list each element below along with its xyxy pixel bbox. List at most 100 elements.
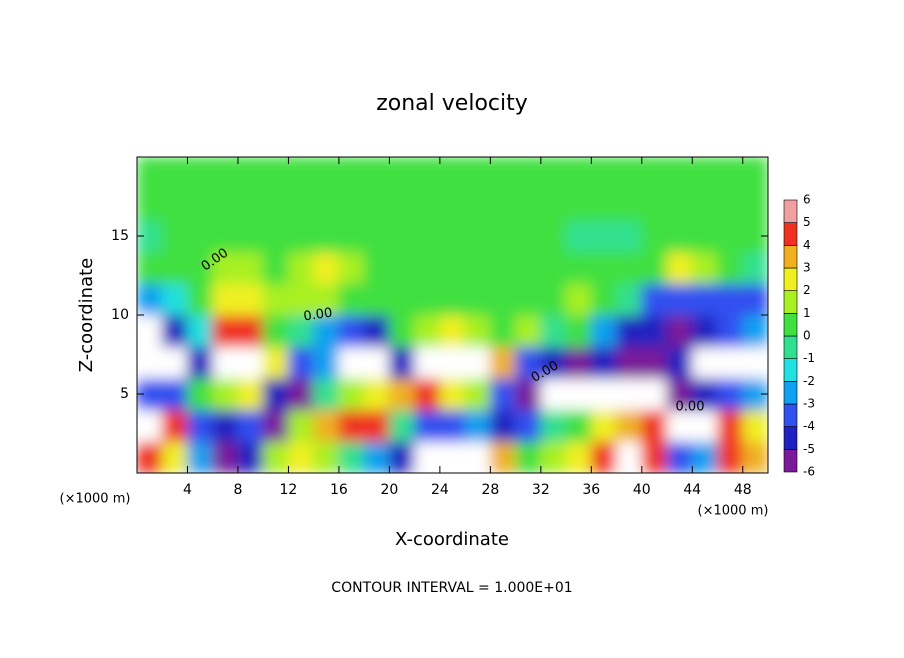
field-cell [338, 157, 365, 190]
field-cell [691, 377, 719, 411]
x-tick-label: 20 [380, 482, 398, 498]
field-cell [717, 314, 744, 348]
field-cell [313, 409, 340, 442]
field-cell [338, 219, 365, 253]
colorbar-swatch [783, 381, 798, 405]
field-cell [742, 251, 768, 284]
field-cell [313, 314, 340, 348]
colorbar-label: -1 [803, 351, 815, 365]
colorbar-swatch [783, 290, 798, 314]
field-cell [186, 377, 214, 411]
field-cell [590, 409, 618, 442]
field-cell [616, 219, 643, 253]
field-cell [388, 188, 416, 221]
field-cell [717, 219, 744, 253]
field-cell [262, 346, 289, 379]
field-cell [666, 440, 693, 473]
field-cell [515, 314, 542, 348]
field-cell [742, 346, 768, 379]
field-cell [717, 346, 744, 379]
field-cell [363, 314, 390, 348]
colorbar-label: 1 [803, 306, 811, 320]
field-cell [212, 346, 239, 379]
field-cell [363, 188, 390, 221]
colorbar-label: -2 [803, 374, 815, 388]
field-cell [464, 409, 491, 442]
field-cell [338, 251, 365, 284]
field-cell [742, 314, 768, 348]
field-cell [439, 440, 466, 473]
field-cell [212, 157, 239, 190]
field-cell [489, 157, 517, 190]
x-tick-label: 24 [431, 482, 449, 498]
field-cell [237, 346, 264, 379]
field-cell [212, 440, 239, 473]
colorbar-label: 5 [803, 215, 811, 229]
field-cell [186, 314, 214, 348]
overlay: 4 8 12 16 20 24 28 32 36 40 44 48510150.000.000.000… [111, 156, 815, 498]
field-cell [464, 157, 491, 190]
field-cell [338, 188, 365, 221]
field-cell [186, 251, 214, 284]
field-cell [641, 219, 668, 253]
field-cell [414, 440, 441, 473]
field-cell [641, 409, 668, 442]
field-cell [439, 409, 466, 442]
field-cell [515, 440, 542, 473]
field-cell [414, 251, 441, 284]
field-cell [590, 314, 618, 348]
field-cell [313, 251, 340, 284]
field-cell [489, 377, 517, 411]
field-cell [363, 440, 390, 473]
field-cell [616, 440, 643, 473]
colorbar-label: 0 [803, 329, 811, 343]
field-cell [515, 188, 542, 221]
field-cell [287, 346, 315, 379]
field-cell [414, 314, 441, 348]
x-tick-label: 8 [233, 482, 242, 498]
field-cell [641, 282, 668, 316]
field-cell [161, 314, 188, 348]
field-cell [565, 188, 592, 221]
field-cell [313, 219, 340, 253]
field-cell [515, 157, 542, 190]
field-cell [313, 157, 340, 190]
field-cell [540, 251, 567, 284]
field-cell [691, 282, 719, 316]
field-cell [565, 440, 592, 473]
field-cell [414, 346, 441, 379]
field [137, 157, 768, 473]
field-cell [137, 188, 163, 221]
field-cell [338, 282, 365, 316]
field-cell [287, 377, 315, 411]
field-cell [515, 377, 542, 411]
field-cell [742, 409, 768, 442]
field-cell [388, 346, 416, 379]
colorbar-swatch [783, 267, 798, 291]
field-cell [313, 440, 340, 473]
field-cell [666, 346, 693, 379]
field-cell [489, 282, 517, 316]
field-cell [137, 251, 163, 284]
field-cell [363, 377, 390, 411]
field-cell [186, 188, 214, 221]
field-cell [616, 314, 643, 348]
footnote: CONTOUR INTERVAL = 1.000E+01 [331, 580, 572, 596]
field-cell [186, 409, 214, 442]
field-cell [717, 188, 744, 221]
colorbar-label: -6 [803, 465, 815, 479]
colorbar-swatch [783, 313, 798, 337]
field-cell [464, 251, 491, 284]
field-cell [313, 188, 340, 221]
field-cell [515, 346, 542, 379]
x-tick-label: 4 [183, 482, 192, 498]
field-cell [666, 157, 693, 190]
y-tick-label: 5 [120, 386, 129, 402]
field-cell [313, 282, 340, 316]
field-cell [363, 251, 390, 284]
x-axis-label: X-coordinate [395, 529, 509, 550]
field-cell [237, 251, 264, 284]
field-cell [590, 440, 618, 473]
field-cell [515, 282, 542, 316]
field-cell [590, 188, 618, 221]
